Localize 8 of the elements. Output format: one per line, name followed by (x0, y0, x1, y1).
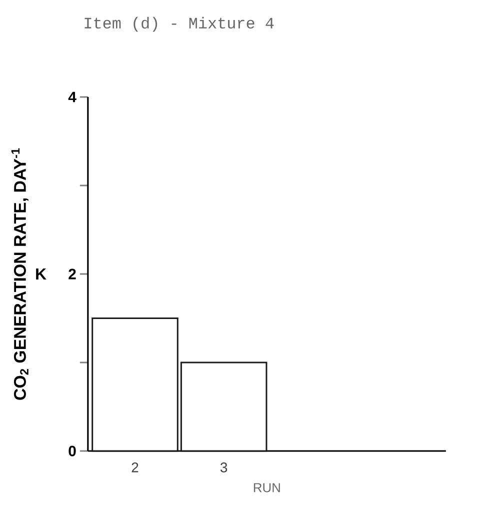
y-tick-label: 2 (68, 268, 76, 280)
x-tick-label: 3 (220, 462, 228, 472)
text: K (36, 268, 46, 280)
y-axis-title: CO$_{2}$ GENERATION RATE, DAY$^{-1}$ (11, 148, 28, 400)
chart-title: Item (d) - Mixture 4 (84, 16, 274, 32)
y-tick-label: 0 (68, 446, 76, 456)
y-tick-label: 4 (68, 92, 76, 102)
x-axis-title: RUN (254, 483, 280, 492)
